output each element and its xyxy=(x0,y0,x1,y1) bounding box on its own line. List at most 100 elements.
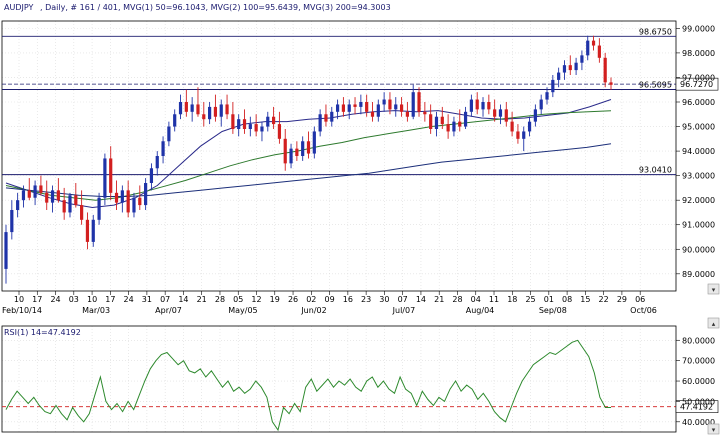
candle-body xyxy=(202,114,206,120)
candle-body xyxy=(271,116,276,125)
candle-body xyxy=(399,104,404,112)
level-label: 96.5095 xyxy=(639,80,672,89)
rsi-scroll-up-button[interactable]: ▴ xyxy=(707,317,720,329)
x-tick-label: 19 xyxy=(270,295,280,304)
y-tick-label: 92.0000 xyxy=(682,196,715,205)
candle-body xyxy=(184,102,188,112)
candle-body xyxy=(126,190,130,213)
y-tick-label: 93.0000 xyxy=(682,172,715,181)
main-grid xyxy=(2,21,676,291)
x-tick-label: 24 xyxy=(124,295,134,304)
candle-body xyxy=(62,200,66,213)
y-tick-label: 70.0000 xyxy=(682,357,715,366)
candle-body xyxy=(39,185,43,193)
candle-body xyxy=(591,40,596,46)
chevron-down-icon: ▾ xyxy=(712,286,716,294)
candle-body xyxy=(196,104,200,115)
x-axis: 10 17 24 03 10 17 24 31 07 14 21 28 05 12 19 26 02 09 16 23… xyxy=(2,291,657,315)
candle-body xyxy=(382,99,386,105)
x-tick-label: 16 xyxy=(343,295,353,304)
candle-body xyxy=(510,121,514,132)
candle-body xyxy=(149,168,154,183)
x-tick-label: 10 xyxy=(14,295,24,304)
candle-body xyxy=(161,141,165,156)
candle-body xyxy=(45,192,49,203)
rsi-panel-frame xyxy=(1,325,677,433)
candle-body xyxy=(365,102,369,112)
x-tick-label: 07 xyxy=(160,295,170,304)
candle-body xyxy=(452,121,456,132)
candle-body xyxy=(434,116,439,129)
candle-body xyxy=(10,210,14,233)
level-label: 98.6750 xyxy=(639,27,672,36)
month-label: Aug/04 xyxy=(466,306,495,315)
candle-body xyxy=(242,119,247,129)
candle-body xyxy=(411,92,415,117)
candle-body xyxy=(440,116,444,125)
candle-body xyxy=(254,124,258,132)
y-tick-label: 50.0000 xyxy=(682,397,715,406)
candle-body xyxy=(568,65,572,71)
candle-body xyxy=(423,111,427,115)
x-tick-label: 14 xyxy=(416,295,426,304)
y-tick-label: 40.0000 xyxy=(682,418,715,427)
rsi-scroll-down-button[interactable]: ▾ xyxy=(707,423,720,435)
candle-body xyxy=(475,99,479,110)
candle-body xyxy=(318,114,322,132)
candle-body xyxy=(283,138,287,164)
candle-body xyxy=(347,104,351,112)
chart-symbol: AUDJPY xyxy=(4,3,33,12)
candle-body xyxy=(190,104,194,112)
candle-body xyxy=(277,124,282,139)
main-scroll-button[interactable]: ▾ xyxy=(707,283,720,295)
x-tick-label: 30 xyxy=(379,295,389,304)
chart-info: , Daily, # 161 / 401, MVG(1) 50=96.1043,… xyxy=(40,3,391,12)
candle-body xyxy=(138,197,142,206)
candle-body xyxy=(545,92,549,100)
current-price-box xyxy=(675,77,719,91)
x-tick-label: 03 xyxy=(69,295,79,304)
candle-body xyxy=(219,104,223,117)
candle-body xyxy=(522,131,526,139)
candle-body xyxy=(16,200,20,210)
candle-body xyxy=(574,62,578,71)
candle-body xyxy=(109,158,113,193)
candle-body xyxy=(359,102,363,107)
x-tick-label: 15 xyxy=(580,295,590,304)
x-tick-label: 23 xyxy=(361,295,371,304)
candle-body xyxy=(597,45,601,58)
month-label: Sep/08 xyxy=(539,306,567,315)
x-tick-label: 09 xyxy=(324,295,334,304)
candle-body xyxy=(353,104,357,107)
candle-body xyxy=(306,141,311,154)
candle-body xyxy=(120,190,124,203)
candle-body xyxy=(173,114,177,127)
x-tick-label: 11 xyxy=(489,295,499,304)
candle-body xyxy=(4,232,8,269)
candle-body xyxy=(144,183,148,206)
candle-body xyxy=(335,104,340,112)
x-tick-label: 18 xyxy=(507,295,517,304)
candle-body xyxy=(21,190,26,201)
candle-body xyxy=(376,104,380,117)
candle-body xyxy=(178,102,183,115)
candle-body xyxy=(213,106,218,117)
candle-body xyxy=(208,106,212,120)
y-tick-label: 60.0000 xyxy=(682,377,715,386)
candle-body xyxy=(609,82,613,85)
rsi-label: RSI(1) 14=47.4192 xyxy=(4,328,81,337)
y-tick-label: 80.0000 xyxy=(682,336,715,345)
candle-body xyxy=(50,190,55,203)
candle-body xyxy=(429,114,433,129)
y-tick-label: 95.0000 xyxy=(682,123,715,132)
month-label: Jul/07 xyxy=(392,306,416,315)
x-tick-label: 04 xyxy=(471,295,481,304)
x-tick-label: 10 xyxy=(87,295,97,304)
rsi-value-box xyxy=(675,400,719,413)
x-tick-label: 12 xyxy=(251,295,261,304)
candle-body xyxy=(539,99,543,110)
x-tick-label: 29 xyxy=(617,295,627,304)
candle-body xyxy=(68,195,72,213)
x-tick-label: 31 xyxy=(142,295,152,304)
y-tick-label: 97.0000 xyxy=(682,73,715,82)
